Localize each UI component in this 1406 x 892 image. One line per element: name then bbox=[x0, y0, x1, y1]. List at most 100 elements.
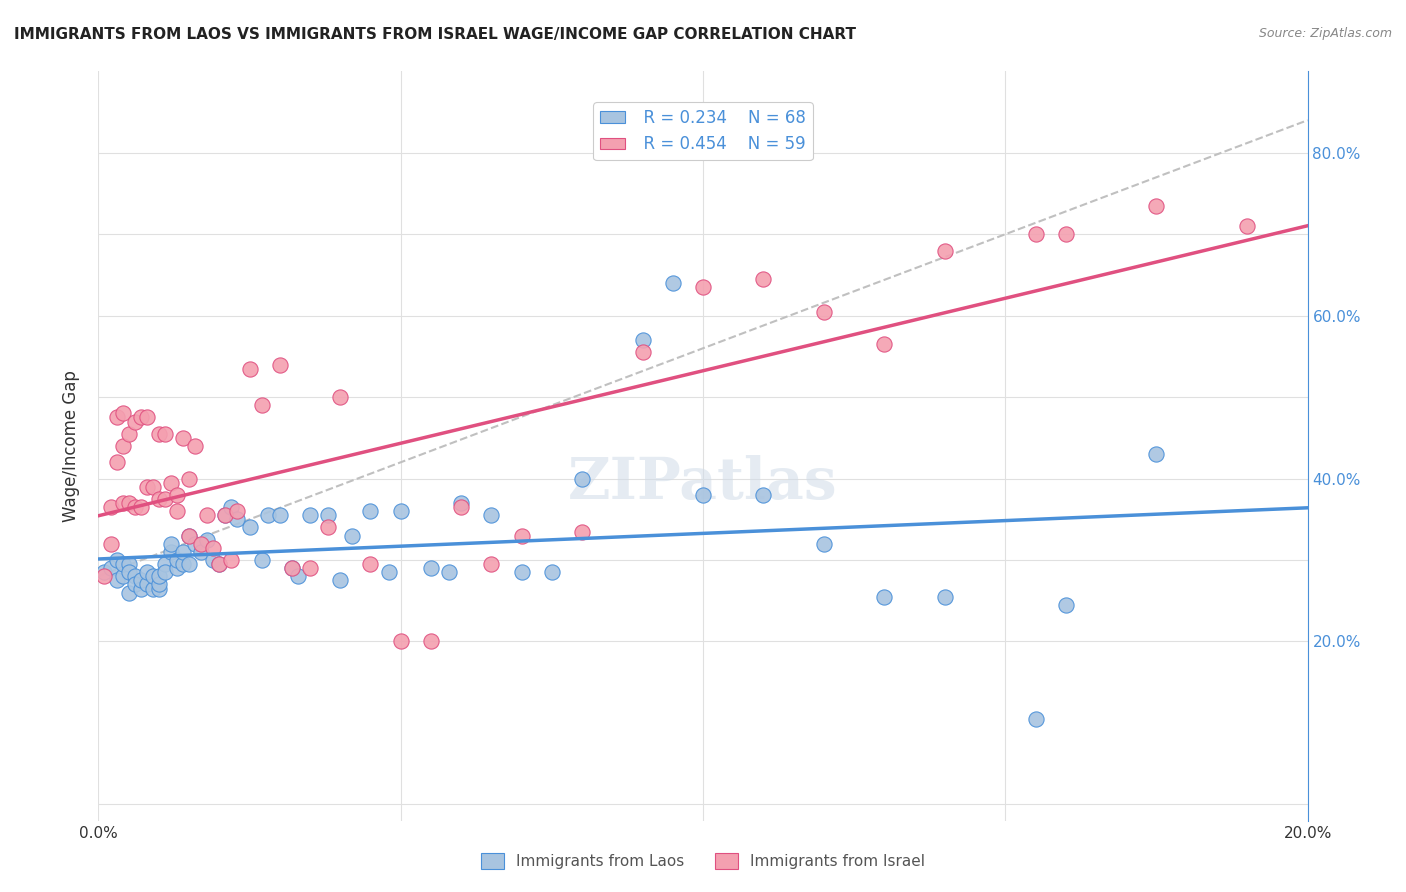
Point bbox=[934, 590, 956, 604]
Point bbox=[105, 455, 128, 469]
Point bbox=[661, 276, 683, 290]
Point bbox=[752, 272, 775, 286]
Point bbox=[510, 528, 533, 542]
Point bbox=[184, 439, 207, 453]
Point bbox=[450, 500, 472, 514]
Point bbox=[316, 520, 339, 534]
Point bbox=[135, 410, 157, 425]
Point bbox=[195, 508, 218, 523]
Point bbox=[148, 582, 170, 596]
Point bbox=[118, 566, 141, 580]
Point bbox=[934, 244, 956, 258]
Point bbox=[389, 634, 412, 648]
Point bbox=[166, 553, 188, 567]
Point bbox=[111, 406, 134, 420]
Point bbox=[100, 500, 122, 514]
Point bbox=[124, 415, 146, 429]
Point bbox=[179, 528, 201, 542]
Point bbox=[153, 426, 176, 441]
Point bbox=[389, 504, 412, 518]
Point bbox=[360, 504, 382, 518]
Y-axis label: Wage/Income Gap: Wage/Income Gap bbox=[62, 370, 80, 522]
Point bbox=[631, 345, 654, 359]
Point bbox=[160, 537, 183, 551]
Point bbox=[195, 533, 218, 547]
Point bbox=[100, 537, 122, 551]
Point bbox=[420, 561, 443, 575]
Point bbox=[281, 561, 304, 575]
Point bbox=[129, 500, 152, 514]
Point bbox=[377, 566, 399, 580]
Point bbox=[190, 537, 212, 551]
Point bbox=[118, 496, 141, 510]
Point bbox=[420, 634, 443, 648]
Point bbox=[299, 561, 322, 575]
Point bbox=[1024, 712, 1046, 726]
Point bbox=[166, 561, 188, 575]
Point bbox=[329, 390, 352, 404]
Point bbox=[148, 491, 170, 506]
Point bbox=[752, 488, 775, 502]
Point bbox=[129, 410, 152, 425]
Point bbox=[202, 541, 225, 555]
Point bbox=[360, 557, 382, 571]
Point bbox=[1144, 199, 1167, 213]
Point bbox=[153, 566, 176, 580]
Point bbox=[160, 545, 183, 559]
Point bbox=[129, 574, 152, 588]
Point bbox=[124, 500, 146, 514]
Point bbox=[124, 569, 146, 583]
Point bbox=[329, 574, 352, 588]
Point bbox=[184, 537, 207, 551]
Point bbox=[437, 566, 460, 580]
Point bbox=[208, 557, 231, 571]
Point bbox=[148, 426, 170, 441]
Legend:   R = 0.234    N = 68,   R = 0.454    N = 59: R = 0.234 N = 68, R = 0.454 N = 59 bbox=[593, 103, 813, 160]
Text: IMMIGRANTS FROM LAOS VS IMMIGRANTS FROM ISRAEL WAGE/INCOME GAP CORRELATION CHART: IMMIGRANTS FROM LAOS VS IMMIGRANTS FROM … bbox=[14, 27, 856, 42]
Point bbox=[111, 496, 134, 510]
Point bbox=[105, 553, 128, 567]
Point bbox=[1236, 219, 1258, 233]
Point bbox=[873, 590, 896, 604]
Point bbox=[93, 566, 115, 580]
Point bbox=[166, 504, 188, 518]
Point bbox=[124, 577, 146, 591]
Point bbox=[540, 566, 562, 580]
Point bbox=[93, 569, 115, 583]
Point bbox=[813, 537, 835, 551]
Point bbox=[105, 410, 128, 425]
Point bbox=[250, 398, 273, 412]
Point bbox=[287, 569, 309, 583]
Point bbox=[214, 508, 236, 523]
Point bbox=[153, 557, 176, 571]
Point bbox=[179, 472, 201, 486]
Point bbox=[118, 557, 141, 571]
Point bbox=[342, 528, 364, 542]
Point bbox=[172, 557, 194, 571]
Point bbox=[269, 358, 291, 372]
Point bbox=[571, 524, 593, 539]
Point bbox=[510, 566, 533, 580]
Point bbox=[571, 472, 593, 486]
Point bbox=[692, 280, 714, 294]
Point bbox=[129, 582, 152, 596]
Point bbox=[239, 520, 262, 534]
Point bbox=[299, 508, 322, 523]
Point bbox=[160, 475, 183, 490]
Point bbox=[1024, 227, 1046, 242]
Point bbox=[142, 480, 165, 494]
Point bbox=[142, 582, 165, 596]
Point bbox=[111, 557, 134, 571]
Point bbox=[118, 585, 141, 599]
Point bbox=[135, 566, 157, 580]
Text: ZIPatlas: ZIPatlas bbox=[568, 456, 838, 511]
Point bbox=[172, 545, 194, 559]
Point bbox=[250, 553, 273, 567]
Point bbox=[100, 561, 122, 575]
Point bbox=[208, 557, 231, 571]
Point bbox=[105, 574, 128, 588]
Point bbox=[631, 333, 654, 347]
Point bbox=[142, 569, 165, 583]
Point bbox=[153, 491, 176, 506]
Point bbox=[118, 426, 141, 441]
